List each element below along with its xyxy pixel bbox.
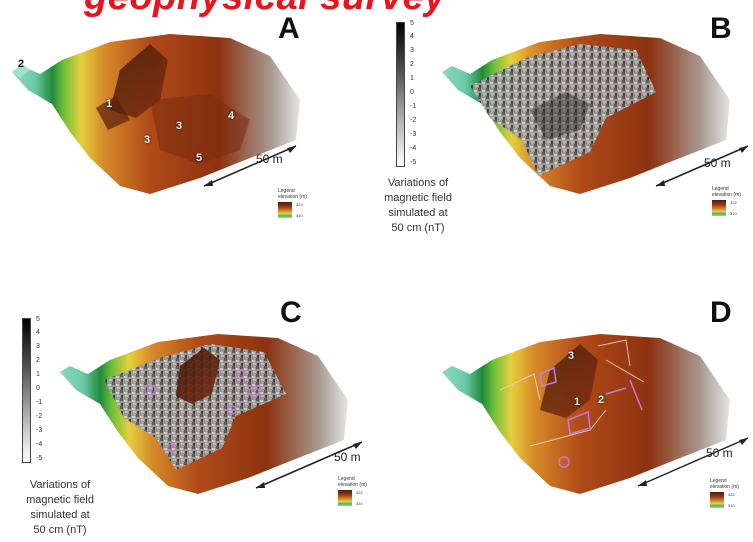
mag-tick: -5 <box>410 159 417 166</box>
site-label-1: 1 <box>574 396 581 408</box>
panel-b: B 50 m Legend elevation (m) 322 310 <box>430 0 753 270</box>
legend-d: Legend elevation (m) 322 310 <box>710 478 750 508</box>
scale-label-c: 50 m <box>334 450 361 464</box>
mag-tick: -2 <box>36 413 43 420</box>
panel-d: D 3 1 2 50 m Legend elevation (m) 322 31… <box>430 270 753 542</box>
legend-title: Legend <box>712 186 729 192</box>
legend-high: 322 <box>296 202 303 207</box>
legend-low: 310 <box>356 501 363 506</box>
site-label-4: 4 <box>228 110 235 122</box>
caption-line: 50 cm (nT) <box>33 524 87 536</box>
mag-tick: -3 <box>36 427 43 434</box>
mag-tick: 1 <box>410 75 414 82</box>
magnetic-caption-bottom: Variations of magnetic field simulated a… <box>0 478 120 538</box>
caption-line: Variations of <box>29 479 91 491</box>
title-strip: geophysical survey <box>0 0 753 40</box>
panel-letter-a: A <box>278 12 300 45</box>
panel-a: A 2 1 3 3 4 5 50 m Legend elevation (m) … <box>0 0 376 270</box>
magnetic-scale-top: 5 4 3 2 1 0 -1 -2 -3 -4 -5 <box>396 20 426 172</box>
legend-low: 310 <box>730 211 737 216</box>
magnetic-scale-bottom: 5 4 3 2 1 0 -1 -2 -3 -4 -5 <box>22 316 52 468</box>
legend-high: 322 <box>728 492 735 497</box>
panel-letter-b: B <box>710 12 732 45</box>
legend-high: 322 <box>730 200 737 205</box>
scale-arrow-d <box>637 437 749 487</box>
site-label-3: 3 <box>568 350 575 362</box>
site-label-3b: 3 <box>176 120 183 132</box>
elevation-color-bar: 322 310 <box>712 200 737 216</box>
caption-line: simulated at <box>388 207 448 219</box>
terrain-map-a <box>12 34 300 194</box>
mag-tick: 2 <box>410 61 414 68</box>
mag-tick: -2 <box>410 117 417 124</box>
magnetic-gradient-bar <box>22 318 31 463</box>
magnetic-caption-top: Variations of magnetic field simulated a… <box>358 176 478 236</box>
legend-title: Legend <box>338 476 355 482</box>
scale-label-d: 50 m <box>706 446 733 460</box>
panel-letter-c: C <box>280 296 302 329</box>
scale-arrow-b <box>655 145 749 187</box>
legend-b: Legend elevation (m) 322 310 <box>712 186 752 216</box>
mag-tick: -5 <box>36 455 43 462</box>
mag-tick: 5 <box>36 316 40 323</box>
caption-line: 50 cm (nT) <box>391 222 445 234</box>
mag-tick: 1 <box>36 371 40 378</box>
scale-arrow-a <box>203 145 297 187</box>
panel-letter-d: D <box>710 296 732 329</box>
terrain-map-c <box>60 334 348 494</box>
mag-tick: 0 <box>36 385 40 392</box>
mag-tick: -1 <box>410 103 417 110</box>
legend-subtitle: elevation (m) <box>710 484 739 490</box>
mag-tick: 2 <box>36 357 40 364</box>
legend-c: Legend elevation (m) 322 310 <box>338 476 378 506</box>
scale-label-a: 50 m <box>256 152 283 166</box>
caption-line: magnetic field <box>384 192 452 204</box>
mag-tick: 3 <box>410 47 414 54</box>
site-label-2: 2 <box>18 58 25 70</box>
legend-title: Legend <box>278 188 295 194</box>
mag-tick: -1 <box>36 399 43 406</box>
page-title: geophysical survey <box>84 0 446 19</box>
elevation-color-bar: 322 310 <box>278 202 303 218</box>
mag-tick: -3 <box>410 131 417 138</box>
scale-label-b: 50 m <box>704 156 731 170</box>
terrain-map-d <box>442 334 730 494</box>
mag-tick: -4 <box>410 145 417 152</box>
caption-line: simulated at <box>30 509 90 521</box>
caption-line: magnetic field <box>26 494 94 506</box>
scale-arrow-c <box>255 441 363 489</box>
legend-subtitle: elevation (m) <box>338 482 367 488</box>
caption-line: Variations of <box>387 177 449 189</box>
legend-high: 322 <box>356 490 363 495</box>
mag-tick: 5 <box>410 20 414 27</box>
legend-title: Legend <box>710 478 727 484</box>
site-label-3a: 3 <box>144 134 151 146</box>
terrain-map-b <box>442 34 730 194</box>
elevation-color-bar: 322 310 <box>338 490 363 506</box>
magnetic-gradient-bar <box>396 22 405 167</box>
legend-low: 310 <box>296 213 303 218</box>
legend-subtitle: elevation (m) <box>278 194 307 200</box>
mag-tick: 4 <box>36 329 40 336</box>
mag-tick: -4 <box>36 441 43 448</box>
site-label-5: 5 <box>196 152 203 164</box>
mag-tick: 0 <box>410 89 414 96</box>
legend-low: 310 <box>728 503 735 508</box>
site-label-2: 2 <box>598 394 605 406</box>
mag-tick: 3 <box>36 343 40 350</box>
legend-subtitle: elevation (m) <box>712 192 741 198</box>
mag-tick: 4 <box>410 33 414 40</box>
panel-c: C 50 m Legend elevation (m) 322 310 <box>0 270 376 542</box>
elevation-color-bar: 322 310 <box>710 492 735 508</box>
legend-a: Legend elevation (m) 322 310 <box>278 188 318 218</box>
site-label-1: 1 <box>106 98 113 110</box>
